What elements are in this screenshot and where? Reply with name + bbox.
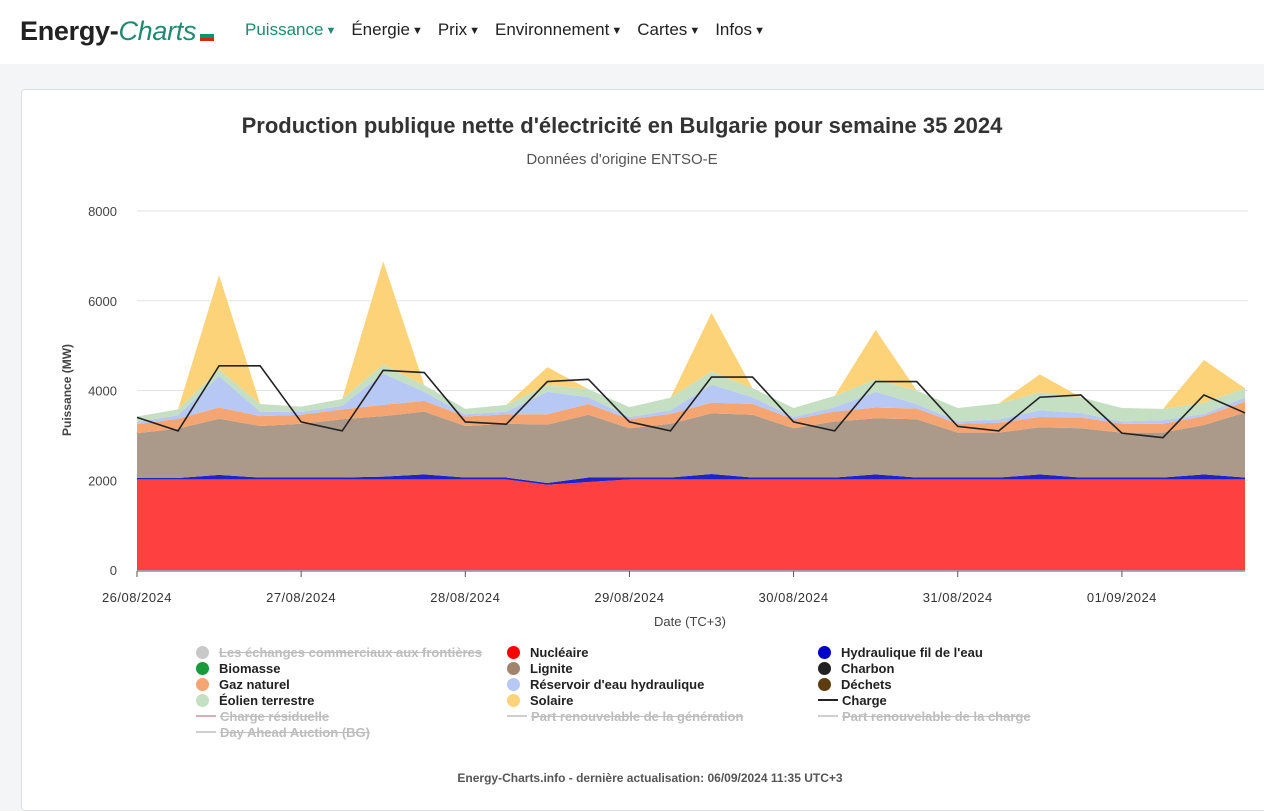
legend-line-icon <box>196 731 216 733</box>
legend-label: Nucléaire <box>530 645 589 660</box>
x-tick-label: 31/08/2024 <box>923 590 993 605</box>
nav-prix[interactable]: Prix ▼ <box>438 20 480 40</box>
chart-subtitle: Données d'origine ENTSO-E <box>526 151 718 168</box>
site-logo[interactable]: Energy-Charts <box>20 16 215 47</box>
y-tick-label: 6000 <box>88 294 117 309</box>
legend-dot-icon <box>507 694 520 707</box>
y-tick-label: 8000 <box>88 204 117 219</box>
legend-dot-icon <box>196 678 209 691</box>
x-tick-label: 01/09/2024 <box>1087 590 1157 605</box>
nav-label: Énergie <box>351 20 410 39</box>
legend-item[interactable]: Charge résiduelle <box>196 709 329 724</box>
x-tick-label: 27/08/2024 <box>266 590 336 605</box>
y-tick-label: 0 <box>110 563 117 578</box>
legend-item[interactable]: Part renouvelable de la charge <box>818 709 1031 724</box>
legend-label: Les échanges commerciaux aux frontières <box>219 645 483 660</box>
legend-label: Charge résiduelle <box>220 709 330 724</box>
area-series-gaz-naturel <box>137 400 1245 434</box>
x-tick-label: 29/08/2024 <box>594 590 664 605</box>
legend-item[interactable]: Nucléaire <box>507 645 589 660</box>
x-axis-title: Date (TC+3) <box>654 614 726 629</box>
nav-label: Environnement <box>495 20 610 39</box>
legend-item[interactable]: Biomasse <box>196 661 280 676</box>
legend-item[interactable]: Lignite <box>507 661 573 676</box>
legend-label: Charge <box>842 693 887 708</box>
legend-label: Day Ahead Auction (BG) <box>220 725 370 740</box>
legend-item[interactable]: Déchets <box>818 677 892 692</box>
nav-infos[interactable]: Infos ▼ <box>715 20 765 40</box>
area-series-nucl-aire <box>137 479 1245 570</box>
legend-item[interactable]: Hydraulique fil de l'eau <box>818 645 983 660</box>
legend-dot-icon <box>818 646 831 659</box>
x-tick-label: 30/08/2024 <box>759 590 829 605</box>
legend-dot-icon <box>818 662 831 675</box>
legend-line-icon <box>818 699 838 701</box>
legend-label: Gaz naturel <box>219 677 290 692</box>
legend-dot-icon <box>507 678 520 691</box>
area-series-hydraulique-fil-de-l-eau <box>137 473 1245 485</box>
legend-line-icon <box>196 715 216 717</box>
legend-dot-icon <box>196 694 209 707</box>
legend-label: Charbon <box>841 661 895 676</box>
line-series-charge <box>136 365 1246 439</box>
nav-label: Prix <box>437 20 468 39</box>
legend-label: Part renouvelable de la charge <box>842 709 1031 724</box>
legend-label: Éolien terrestre <box>219 693 315 708</box>
last-update-footer: Energy-Charts.info - dernière actualisat… <box>457 771 843 785</box>
nav-environnement[interactable]: Environnement ▼ <box>495 20 622 40</box>
logo-charts-text: Charts <box>118 16 197 46</box>
legend-dot-icon <box>507 662 520 675</box>
y-axis-title: Puissance (MW) <box>60 344 74 436</box>
nav-label: Infos <box>715 20 753 39</box>
y-tick-label: 2000 <box>88 473 117 488</box>
legend-item[interactable]: Solaire <box>507 693 573 708</box>
legend-label: Hydraulique fil de l'eau <box>841 645 983 660</box>
x-tick-label: 26/08/2024 <box>102 590 172 605</box>
legend-label: Lignite <box>530 661 573 676</box>
legend-item[interactable]: Les échanges commerciaux aux frontières <box>196 645 482 660</box>
legend-item[interactable]: Charbon <box>818 661 894 676</box>
legend-label: Biomasse <box>219 661 281 676</box>
chevron-down-icon: ▼ <box>611 25 623 37</box>
legend-dot-icon <box>507 646 520 659</box>
nav-energie[interactable]: Énergie ▼ <box>351 20 423 40</box>
nav-puissance[interactable]: Puissance ▼ <box>245 20 336 40</box>
area-series--olien-terrestre <box>137 364 1245 422</box>
legend-item[interactable]: Réservoir d'eau hydraulique <box>507 677 704 692</box>
legend-dot-icon <box>196 662 209 675</box>
area-series-r-servoir-d-eau-hydraulique <box>137 373 1245 425</box>
legend-line-icon <box>507 715 527 717</box>
chevron-down-icon: ▼ <box>469 25 480 37</box>
chevron-down-icon: ▼ <box>689 25 701 37</box>
nav-label: Puissance <box>245 20 324 39</box>
legend-dot-icon <box>196 646 209 659</box>
legend-item[interactable]: Day Ahead Auction (BG) <box>196 725 370 740</box>
main-nav: Puissance ▼ Énergie ▼ Prix ▼ Environnement ▼… <box>245 20 780 40</box>
top-navbar: Energy-Charts Puissance ▼ Énergie ▼ Prix ▼ … <box>0 0 1264 64</box>
area-series-lignite <box>137 411 1245 483</box>
legend-item[interactable]: Gaz naturel <box>196 677 290 692</box>
chart-title: Production publique nette d'électricité … <box>241 113 1003 138</box>
chevron-down-icon: ▼ <box>754 25 765 37</box>
legend-label: Réservoir d'eau hydraulique <box>530 677 705 692</box>
nav-label: Cartes <box>637 20 688 39</box>
chevron-down-icon: ▼ <box>325 25 337 37</box>
x-tick-label: 28/08/2024 <box>430 590 500 605</box>
area-series-solaire <box>137 261 1245 417</box>
legend-label: Déchets <box>841 677 892 692</box>
legend-dot-icon <box>818 678 831 691</box>
legend-label: Part renouvelable de la génération <box>531 709 744 724</box>
y-tick-label: 4000 <box>88 384 117 399</box>
logo-energy-text: Energy- <box>20 16 119 46</box>
chevron-down-icon: ▼ <box>411 25 423 37</box>
bulgaria-flag-icon <box>200 31 215 41</box>
legend-item[interactable]: Charge <box>818 693 887 708</box>
legend-item[interactable]: Éolien terrestre <box>196 693 314 708</box>
legend-item[interactable]: Part renouvelable de la génération <box>507 709 743 724</box>
legend-line-icon <box>818 715 838 717</box>
nav-cartes[interactable]: Cartes ▼ <box>637 20 700 40</box>
legend-label: Solaire <box>530 693 574 708</box>
